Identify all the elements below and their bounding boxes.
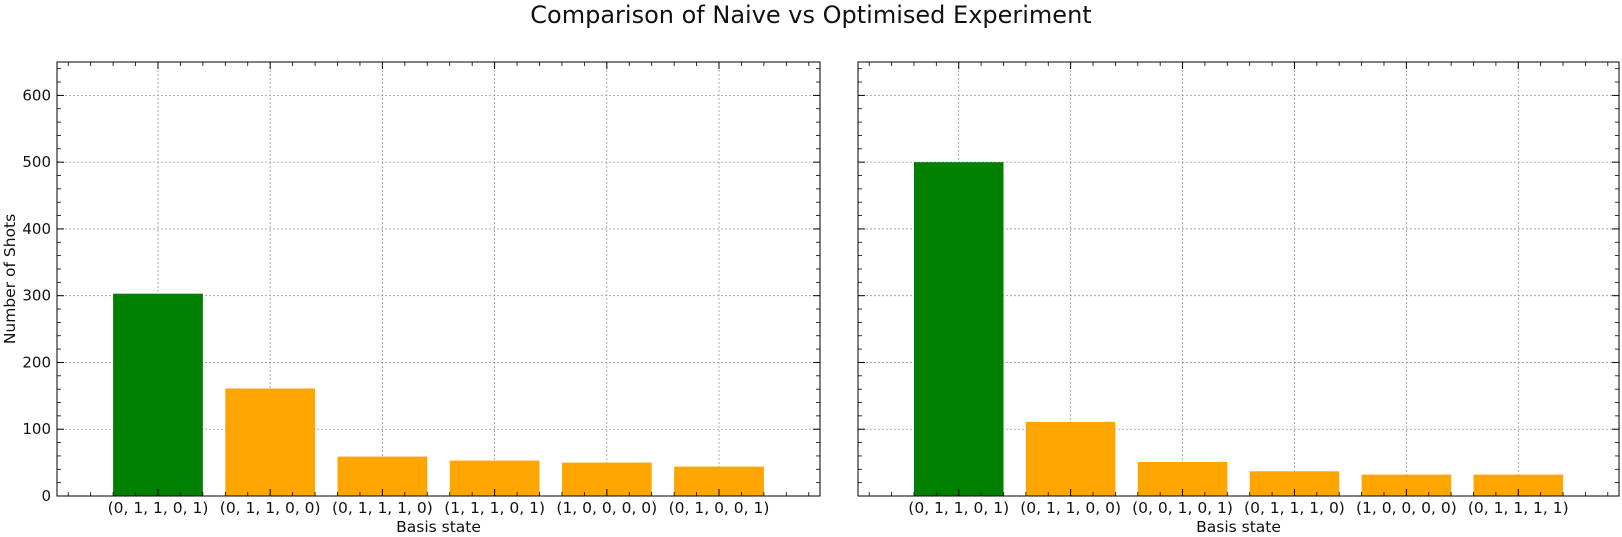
- y-axis-label: Number of Shots: [1, 214, 19, 344]
- x-tick-label: (0, 1, 1, 1, 0): [1244, 499, 1345, 517]
- bar-6: [1473, 474, 1564, 496]
- figure-title: Comparison of Naive vs Optimised Experim…: [530, 1, 1092, 29]
- y-tick-label: 600: [22, 86, 51, 104]
- bar-1: [913, 162, 1004, 496]
- axes-frame: [56, 61, 821, 497]
- y-tick-label: 400: [22, 220, 51, 238]
- bar-2: [1025, 421, 1116, 496]
- y-tick-label: 200: [22, 353, 51, 371]
- x-tick-label: (0, 1, 1, 0, 0): [1020, 499, 1121, 517]
- x-tick-label: (1, 0, 0, 0, 0): [1356, 499, 1457, 517]
- x-axis-label: Basis state: [396, 518, 481, 536]
- x-tick-label: (0, 1, 1, 1, 0): [332, 499, 433, 517]
- chart-panel-1: 0 100 200 300 400 500 600 (0, 1, 1, 0, 1) (0, 1,…: [1, 61, 821, 536]
- x-axis-label: Basis state: [1196, 518, 1281, 536]
- x-tick-label: (0, 0, 1, 0, 1): [1132, 499, 1233, 517]
- chart-panel-2: (0, 1, 1, 0, 1) (0, 1, 1, 0, 0) (0, 0, 1, …: [857, 61, 1620, 536]
- x-tick-label: (0, 1, 1, 0, 1): [108, 499, 209, 517]
- y-tick-label: 100: [22, 420, 51, 438]
- axes-frame: [857, 61, 1620, 497]
- y-tick-label: 0: [41, 487, 51, 505]
- bar-5: [1361, 474, 1452, 496]
- x-tick-label: (0, 1, 1, 0, 0): [220, 499, 321, 517]
- bar-1: [113, 293, 203, 496]
- x-tick-label: (0, 1, 1, 0, 1): [908, 499, 1009, 517]
- x-tick-label: (0, 1, 1, 1, 1): [1468, 499, 1569, 517]
- x-tick-label: (0, 1, 0, 0, 1): [669, 499, 770, 517]
- y-tick-label: 500: [22, 153, 51, 171]
- x-tick-label: (1, 0, 0, 0, 0): [556, 499, 657, 517]
- bar-2: [225, 388, 316, 496]
- y-tick-label: 300: [22, 287, 51, 305]
- x-tick-label: (1, 1, 1, 0, 1): [444, 499, 545, 517]
